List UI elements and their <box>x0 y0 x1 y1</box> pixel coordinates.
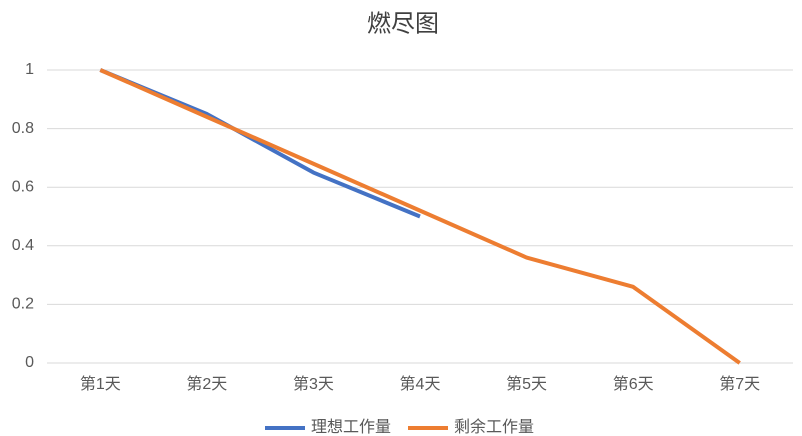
legend-label: 剩余工作量 <box>454 417 534 436</box>
x-tick-label: 第2天 <box>186 375 227 393</box>
y-tick-label: 0.2 <box>12 296 34 313</box>
y-tick-label: 0 <box>25 354 34 371</box>
y-tick-label: 0.6 <box>12 178 34 195</box>
y-tick-label: 1 <box>25 61 34 78</box>
y-tick-label: 0.4 <box>12 237 34 254</box>
x-tick-label: 第7天 <box>719 375 760 393</box>
legend-label: 理想工作量 <box>311 418 391 436</box>
x-tick-label: 第1天 <box>80 375 121 393</box>
chart-title: 燃尽图 <box>367 10 439 37</box>
series-line <box>99 68 741 365</box>
y-tick-label: 0.8 <box>12 120 34 137</box>
x-tick-label: 第3天 <box>293 375 334 393</box>
x-tick-label: 第4天 <box>400 375 441 393</box>
x-tick-label: 第6天 <box>613 375 654 393</box>
x-tick-label: 第5天 <box>506 375 547 393</box>
